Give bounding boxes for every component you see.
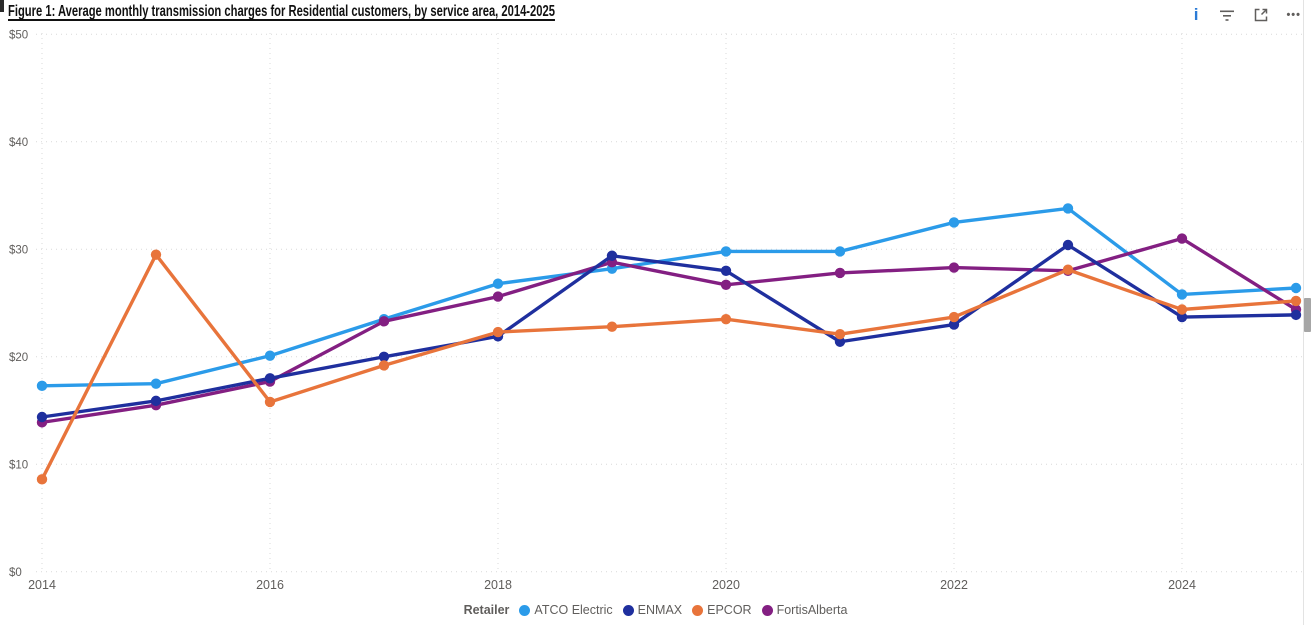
- data-point[interactable]: [720, 246, 732, 257]
- data-point[interactable]: [150, 378, 162, 389]
- legend-item-epcor[interactable]: EPCOR: [692, 603, 752, 617]
- data-point[interactable]: [1176, 289, 1188, 300]
- y-axis-tick-label: $0: [9, 567, 22, 579]
- data-point[interactable]: [36, 380, 48, 392]
- data-point[interactable]: [36, 411, 48, 423]
- x-axis-tick-label: 2022: [940, 578, 968, 592]
- data-point[interactable]: [720, 279, 732, 290]
- x-axis-tick-label: 2024: [1168, 578, 1196, 592]
- legend-label: ENMAX: [637, 603, 683, 617]
- x-axis-tick-label: 2018: [484, 578, 512, 592]
- data-point[interactable]: [948, 217, 960, 228]
- data-point[interactable]: [606, 321, 618, 332]
- y-axis-tick-label: $30: [9, 244, 28, 256]
- series-line-epcor: [40, 252, 1298, 482]
- x-axis-tick-label: 2014: [28, 578, 56, 592]
- more-options-icon[interactable]: •••: [1286, 9, 1301, 21]
- data-point[interactable]: [834, 246, 846, 257]
- legend-label: FortisAlberta: [776, 603, 848, 617]
- legend-title: Retailer: [463, 603, 510, 617]
- y-axis-tick-label: $40: [9, 137, 28, 149]
- legend-item-enmax[interactable]: ENMAX: [622, 603, 683, 617]
- y-axis-tick-label: $20: [9, 352, 28, 364]
- data-point[interactable]: [834, 267, 846, 279]
- data-point[interactable]: [492, 326, 504, 338]
- data-point[interactable]: [378, 360, 390, 371]
- data-point[interactable]: [606, 250, 618, 261]
- legend-label: ATCO Electric: [534, 603, 613, 617]
- data-point[interactable]: [948, 319, 960, 330]
- data-point[interactable]: [948, 311, 960, 323]
- data-point[interactable]: [378, 351, 390, 362]
- filter-icon[interactable]: [1218, 6, 1236, 24]
- data-point[interactable]: [1062, 264, 1074, 275]
- data-point[interactable]: [264, 350, 276, 361]
- data-point[interactable]: [1290, 282, 1302, 294]
- data-point[interactable]: [1062, 239, 1074, 251]
- legend-item-atco-electric[interactable]: ATCO Electric: [519, 603, 613, 617]
- data-point[interactable]: [1290, 309, 1302, 321]
- legend-dot: [622, 604, 634, 616]
- data-point[interactable]: [720, 265, 732, 276]
- page-right-border: [1303, 0, 1304, 625]
- data-point[interactable]: [834, 336, 846, 347]
- data-point[interactable]: [264, 396, 276, 408]
- data-point[interactable]: [492, 291, 504, 302]
- series-line-enmax: [40, 243, 1298, 419]
- data-point[interactable]: [1062, 203, 1074, 214]
- data-point[interactable]: [1290, 295, 1302, 307]
- data-point[interactable]: [150, 249, 162, 260]
- x-axis-tick-label: 2016: [256, 578, 284, 592]
- data-point[interactable]: [378, 316, 390, 327]
- data-point[interactable]: [1176, 304, 1188, 315]
- x-axis-tick-label: 2020: [712, 578, 740, 592]
- data-point[interactable]: [1176, 233, 1188, 244]
- legend-dot: [692, 604, 704, 616]
- legend-dot: [761, 604, 773, 616]
- series-line-fortisalberta: [40, 236, 1298, 425]
- vertical-scrollbar-thumb[interactable]: [1304, 298, 1311, 332]
- chart-title: Figure 1: Average monthly transmission c…: [8, 3, 555, 20]
- data-point[interactable]: [720, 313, 732, 325]
- data-point[interactable]: [834, 329, 846, 340]
- legend-dot: [519, 604, 531, 616]
- data-point[interactable]: [264, 373, 276, 384]
- data-point[interactable]: [150, 395, 162, 407]
- legend-label: EPCOR: [707, 603, 752, 617]
- visual-header-toolbar: i •••: [1190, 2, 1301, 28]
- y-axis-tick-label: $10: [9, 459, 28, 471]
- corner-handle: [0, 0, 4, 12]
- info-icon[interactable]: i: [1193, 5, 1199, 24]
- series-line-atco-electric: [40, 206, 1298, 388]
- data-point[interactable]: [492, 278, 504, 289]
- y-axis-tick-label: $50: [9, 29, 28, 41]
- data-point[interactable]: [948, 262, 960, 273]
- focus-mode-icon[interactable]: [1252, 6, 1270, 24]
- legend-item-fortisalberta[interactable]: FortisAlberta: [761, 603, 848, 617]
- data-point[interactable]: [1176, 311, 1188, 323]
- chart-legend: Retailer ATCO Electric ENMAX EPCOR FortisAl…: [0, 599, 1311, 621]
- data-point[interactable]: [36, 474, 48, 485]
